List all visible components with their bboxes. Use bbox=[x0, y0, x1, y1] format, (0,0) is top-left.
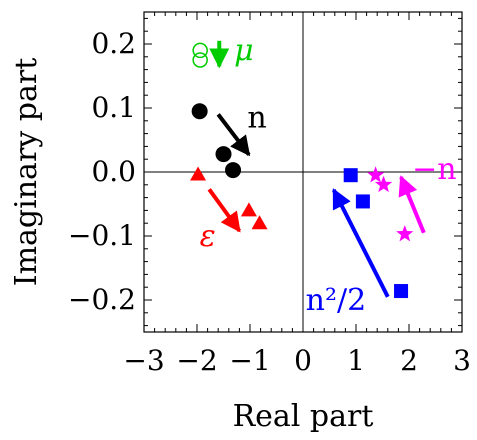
x-tick-label: −3 bbox=[123, 344, 164, 377]
data-point bbox=[192, 52, 208, 68]
data-point bbox=[251, 215, 268, 230]
x-tick-label: 0 bbox=[294, 344, 312, 377]
x-axis-title: Real part bbox=[233, 399, 374, 434]
series-label: μ bbox=[234, 33, 254, 68]
data-point bbox=[215, 146, 232, 163]
series-label: ε bbox=[200, 219, 216, 254]
data-point bbox=[355, 194, 370, 209]
x-tick-label: 3 bbox=[453, 344, 471, 377]
data-point bbox=[191, 103, 208, 120]
data-point bbox=[240, 202, 257, 217]
y-tick-label: 0.2 bbox=[91, 27, 136, 60]
data-point bbox=[192, 42, 208, 59]
x-tick-label: 1 bbox=[347, 344, 365, 377]
y-axis-title: Imaginary part bbox=[9, 58, 44, 287]
series-arrow bbox=[216, 113, 251, 157]
data-point bbox=[394, 284, 409, 299]
x-tick-label: 2 bbox=[400, 344, 418, 377]
series-arrow bbox=[331, 188, 390, 298]
y-tick-label: −0.1 bbox=[68, 219, 136, 252]
x-tick-label: −2 bbox=[176, 344, 217, 377]
axis-ticks: −3 −2 −1 0 1 2 3 −0.2 −0.1 0.0 0.1 0.2 bbox=[68, 12, 471, 377]
y-tick-label: −0.2 bbox=[68, 283, 136, 316]
data-point bbox=[343, 168, 358, 183]
y-tick-label: 0.0 bbox=[91, 155, 136, 188]
x-tick-label: −1 bbox=[229, 344, 270, 377]
series-label: −n bbox=[412, 152, 456, 187]
series-label: n bbox=[247, 101, 266, 136]
data-point bbox=[396, 225, 414, 242]
data-point bbox=[190, 166, 207, 181]
y-tick-label: 0.1 bbox=[91, 91, 136, 124]
data-point bbox=[367, 166, 385, 183]
data-marks: μn ε n²/2 −n bbox=[190, 33, 457, 318]
data-point bbox=[375, 175, 393, 193]
data-point bbox=[225, 162, 242, 179]
series-arrow bbox=[207, 188, 242, 233]
series-arrow bbox=[398, 175, 426, 234]
series-label: n²/2 bbox=[306, 283, 367, 318]
